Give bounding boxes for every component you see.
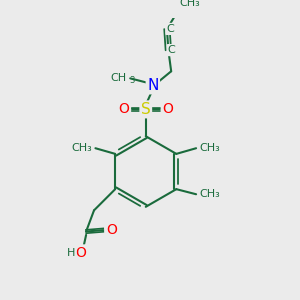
Text: 3: 3 [129, 76, 134, 85]
Text: O: O [118, 102, 130, 116]
Text: S: S [141, 102, 151, 117]
Text: N: N [147, 78, 158, 93]
Text: CH₃: CH₃ [72, 143, 92, 153]
Text: C: C [168, 45, 176, 55]
Text: CH₃: CH₃ [199, 189, 220, 199]
Text: CH₃: CH₃ [180, 0, 200, 8]
Text: O: O [106, 223, 117, 237]
Text: H: H [67, 248, 75, 258]
Text: C: C [167, 24, 174, 34]
Text: O: O [162, 102, 173, 116]
Text: O: O [76, 246, 86, 260]
Text: CH: CH [110, 73, 127, 83]
Text: CH₃: CH₃ [199, 143, 220, 153]
